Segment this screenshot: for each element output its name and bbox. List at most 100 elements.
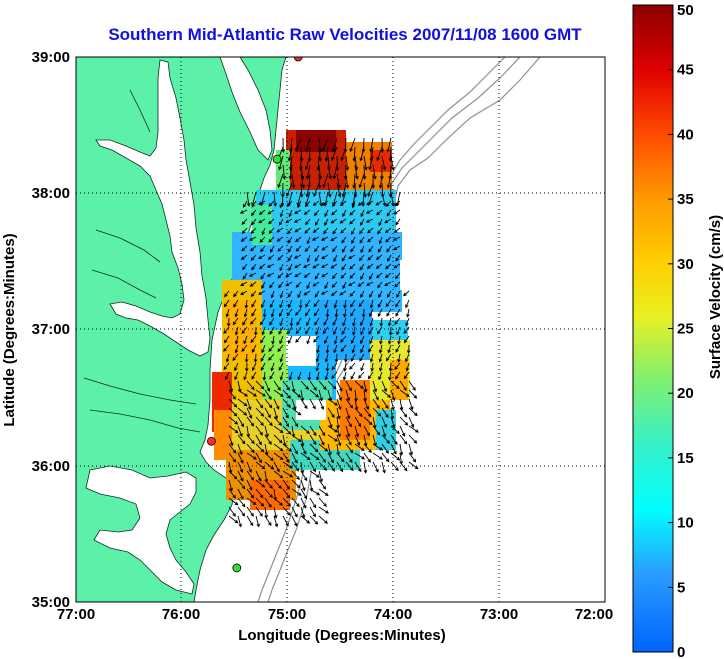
velocity-arrow: [250, 254, 257, 261]
velocity-arrow: [370, 362, 375, 372]
grid-lines: [76, 57, 605, 602]
velocity-arrow: [237, 488, 244, 500]
velocity-arrow: [403, 371, 410, 380]
velocity-arrow: [384, 218, 392, 224]
x-tick-label: 73:00: [480, 606, 518, 623]
velocity-arrow: [354, 461, 362, 473]
colorbar-ticks: 0 5 10 15 20 25 30 35 40 45 50: [668, 2, 694, 659]
velocity-arrow: [351, 227, 356, 235]
colorbar-tick-label: 25: [677, 321, 694, 338]
velocity-arrow: [331, 371, 338, 379]
velocity-arrow: [381, 443, 389, 454]
velocity-arrow: [264, 407, 271, 419]
velocity-arrow: [372, 443, 384, 451]
velocity-arrow: [248, 272, 257, 277]
velocity-arrow: [408, 461, 419, 470]
velocity-arrow: [282, 506, 291, 516]
velocity-arrow: [390, 416, 396, 429]
velocity-arrow: [297, 371, 302, 381]
velocity-arrow: [334, 353, 339, 363]
velocity-arrow: [369, 335, 374, 345]
velocity-arrow: [255, 380, 265, 390]
velocity-arrow: [262, 308, 267, 318]
velocity-arrow: [395, 254, 401, 262]
velocity-arrow: [349, 290, 356, 297]
velocity-arrow: [384, 227, 392, 234]
velocity-arrow: [234, 371, 239, 381]
velocity-arrow: [309, 506, 316, 518]
velocity-arrow: [360, 218, 365, 226]
velocity-arrow: [234, 362, 239, 372]
velocity-arrow: [381, 389, 391, 398]
velocity-arrow: [251, 362, 257, 372]
velocity-arrow: [365, 209, 374, 214]
velocity-arrow: [237, 407, 248, 416]
velocity-arrow: [279, 299, 284, 309]
velocity-arrow: [306, 254, 311, 263]
velocity-arrow: [261, 227, 266, 236]
velocity-arrow: [381, 461, 386, 474]
velocity-arrow: [361, 308, 366, 318]
velocity-arrow: [309, 488, 321, 496]
velocity-arrow: [291, 470, 300, 481]
velocity-arrow: [360, 209, 365, 218]
velocity-arrow: [318, 380, 327, 391]
velocity-arrow: [264, 434, 272, 445]
velocity-arrow: [393, 263, 401, 269]
y-tick-label: 38:00: [32, 185, 70, 202]
velocity-arrow: [237, 470, 244, 482]
velocity-arrow: [309, 398, 316, 410]
velocity-arrow: [340, 335, 347, 343]
velocity-arrow: [266, 272, 275, 277]
velocity-arrow: [381, 416, 387, 429]
velocity-arrow: [291, 515, 298, 527]
velocity-arrow: [261, 281, 266, 290]
colorbar-tick-label: 5: [677, 579, 685, 596]
velocity-arrow: [406, 344, 411, 354]
velocity-arrow: [321, 263, 329, 268]
velocity-arrow: [318, 434, 325, 446]
velocity-arrow: [408, 380, 416, 391]
velocity-arrow: [376, 146, 383, 162]
velocity-arrow: [368, 245, 374, 253]
velocity-arrow: [369, 137, 374, 153]
velocity-arrow: [320, 290, 329, 295]
velocity-arrow: [378, 344, 383, 354]
velocity-arrow: [331, 281, 338, 288]
velocity-arrow: [341, 254, 347, 262]
velocity-arrow: [237, 506, 246, 517]
velocity-arrow: [300, 506, 306, 519]
velocity-arrow: [341, 245, 347, 253]
velocity-arrow: [336, 461, 344, 473]
velocity-arrow: [378, 371, 383, 381]
velocity-arrow: [243, 371, 248, 381]
velocity-arrow: [393, 245, 401, 251]
velocity-arrow: [395, 299, 401, 308]
velocity-arrow: [242, 263, 248, 271]
velocity-arrow: [309, 452, 320, 461]
velocity-arrow: [358, 299, 365, 308]
velocity-arrow: [232, 353, 239, 362]
velocity-arrow: [363, 416, 373, 426]
rivers: [83, 89, 201, 433]
velocity-arrow: [336, 380, 343, 392]
velocity-arrow: [250, 335, 257, 343]
velocity-arrow: [237, 461, 244, 473]
velocity-arrow: [399, 461, 408, 472]
velocity-arrow: [241, 227, 248, 235]
velocity-arrow: [268, 236, 275, 243]
velocity-arrow: [255, 461, 266, 470]
velocity-arrow: [369, 299, 374, 309]
velocity-arrow: [390, 380, 400, 390]
velocity-arrow: [331, 209, 338, 216]
velocity-arrow: [313, 335, 320, 343]
plot-frame: [75, 56, 606, 603]
velocity-arrow: [288, 371, 293, 381]
velocity-arrow: [282, 515, 289, 527]
velocity-arrow: [408, 443, 413, 456]
velocity-arrow: [349, 272, 356, 279]
velocity-arrow: [314, 254, 320, 262]
velocity-arrow: [318, 146, 322, 162]
velocity-arrow: [288, 209, 293, 218]
velocity-arrow: [309, 380, 317, 391]
